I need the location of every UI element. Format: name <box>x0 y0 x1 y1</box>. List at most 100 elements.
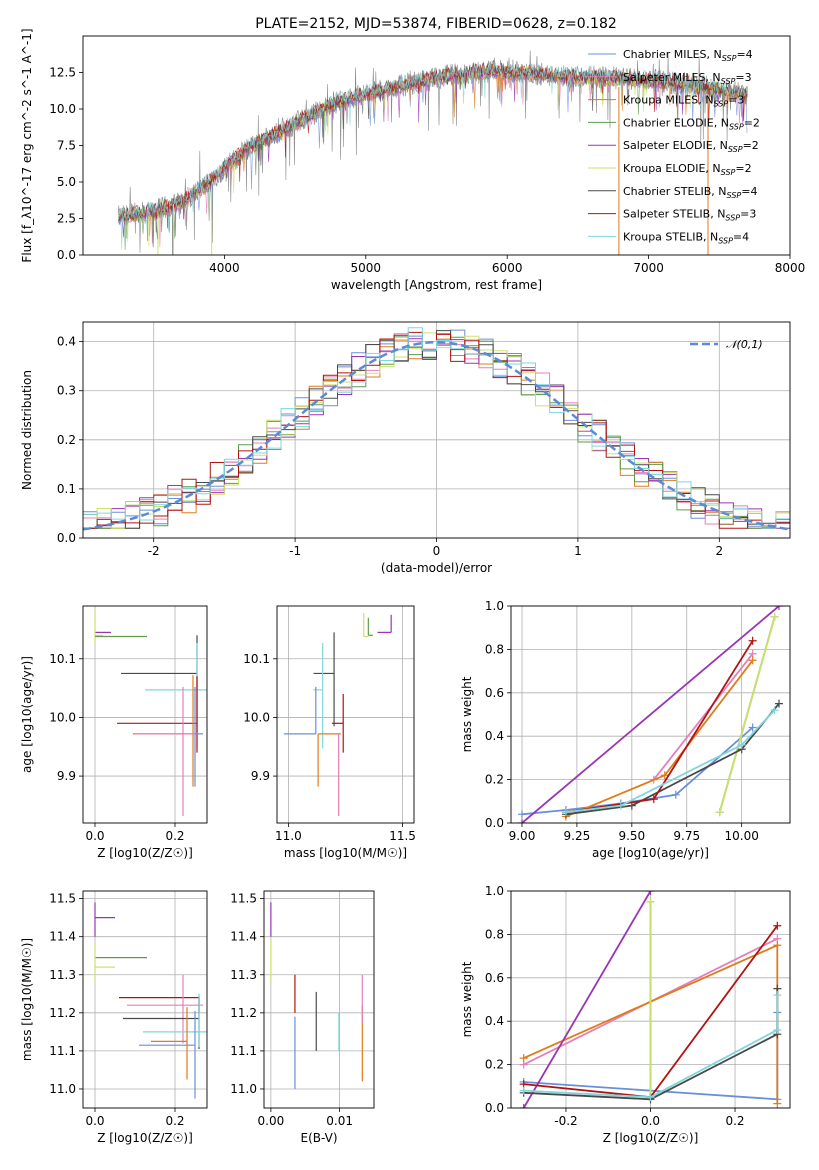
legend-label: Chabrier ELODIE, NSSP=2 <box>623 116 760 131</box>
x-tick-label: 9.25 <box>564 829 591 843</box>
x-tick-label: 6000 <box>492 261 523 275</box>
series-marker <box>519 1054 528 1063</box>
x-axis-label: E(B-V) <box>300 1131 337 1145</box>
x-tick-label: 0.0 <box>641 1114 660 1128</box>
point-salpeter-miles <box>135 686 199 816</box>
histogram-step <box>83 327 790 529</box>
plot-area <box>283 613 392 816</box>
x-axis-label: (data-model)/error <box>381 561 492 575</box>
legend-label: Salpeter MILES, NSSP=3 <box>623 71 752 86</box>
point-kroupa-elodie <box>94 611 103 645</box>
point-salpeter-stelib <box>117 676 198 753</box>
x-tick-label: 0.0 <box>85 829 104 843</box>
panel-weight_vs_Z: -0.2 0.0 0.2 0.0 0.2 0.4 0.6 0.8 1.0 Z [log10(Z/Z… <box>460 884 791 1145</box>
x-tick-label: -1 <box>289 544 301 558</box>
axes-frame <box>82 321 791 539</box>
y-tick-label: 11.2 <box>49 1006 76 1020</box>
plot-area <box>94 902 207 1099</box>
y-tick-label: 0.4 <box>485 1014 504 1028</box>
series-marker <box>773 941 782 950</box>
point-kroupa-elodie <box>363 613 369 638</box>
series-marker <box>519 1104 528 1108</box>
y-tick-label: 0.6 <box>485 686 504 700</box>
point-salpeter-miles <box>127 974 203 1044</box>
series-marker <box>773 1099 782 1108</box>
panel-residuals: -2 -1 0 1 2 0.0 0.1 0.2 0.3 0.4 (data-model)/error… <box>20 321 791 575</box>
y-tick-label: 0.2 <box>485 773 504 787</box>
x-tick-label: 0.0 <box>85 1114 104 1128</box>
series-marker <box>770 706 779 715</box>
y-axis-label: mass [log10(M/M☉)] <box>20 938 34 1061</box>
x-tick-label: 1 <box>574 544 582 558</box>
point-kroupa-miles <box>317 733 341 787</box>
series-line <box>653 653 754 781</box>
y-tick-label: 0.4 <box>485 729 504 743</box>
y-tick-label: 0.4 <box>57 335 76 349</box>
y-tick-label: 0.2 <box>485 1058 504 1072</box>
series-marker <box>748 723 757 732</box>
series-marker <box>715 808 724 817</box>
y-tick-label: 1.0 <box>485 599 504 613</box>
point-chabrier-miles <box>139 1010 196 1099</box>
y-axis-label: Flux [f_λ10^-17 erg cm^-2 s^-1 A^-1] <box>20 28 34 262</box>
y-tick-label: 11.3 <box>230 968 257 982</box>
y-tick-label: 0.3 <box>57 384 76 398</box>
y-tick-label: 11.1 <box>230 1044 257 1058</box>
y-axis-label: age [log10(age/yr)] <box>20 656 34 773</box>
axes-frame <box>276 605 415 824</box>
legend: 𝒩(0,1) <box>690 338 763 351</box>
model-spectrum-line <box>118 62 748 250</box>
y-tick-label: 10.0 <box>243 710 270 724</box>
x-tick-label: 5000 <box>351 261 382 275</box>
series-line <box>718 616 776 813</box>
x-tick-label: 9.00 <box>509 829 536 843</box>
x-tick-label: 0.2 <box>725 1114 744 1128</box>
series-marker <box>737 740 746 749</box>
y-tick-label: 0.0 <box>57 531 76 545</box>
series-marker <box>561 808 570 817</box>
y-axis-label: mass weight <box>460 676 474 752</box>
x-tick-label: 0.2 <box>165 829 184 843</box>
x-axis-label: Z [log10(Z/Z☉)] <box>97 1131 193 1145</box>
x-tick-label: 11.5 <box>389 829 416 843</box>
y-tick-label: 10.0 <box>49 710 76 724</box>
legend-label: Salpeter ELODIE, NSSP=2 <box>623 139 759 154</box>
axes-frame <box>510 605 791 824</box>
series-line <box>522 891 652 1108</box>
x-tick-label: 9.75 <box>673 829 700 843</box>
x-tick-label: 0.00 <box>258 1114 285 1128</box>
x-tick-label: 8000 <box>775 261 806 275</box>
y-tick-label: 11.1 <box>49 1044 76 1058</box>
series-marker <box>646 891 655 895</box>
point-chabrier-elodie <box>367 617 373 636</box>
axes-frame <box>263 890 375 1109</box>
y-tick-label: 0.0 <box>485 816 504 830</box>
x-axis-label: mass [log10(M/M☉)] <box>284 846 407 860</box>
y-tick-label: 0.1 <box>57 482 76 496</box>
panel-age_vs_Z: 0.0 0.2 9.9 10.0 10.1 Z [log10(Z/Z☉)] age [log… <box>20 605 208 860</box>
plot-area <box>270 902 363 1089</box>
point-kroupa-miles <box>151 1007 188 1080</box>
series-marker <box>775 606 784 610</box>
plot-area <box>94 611 207 816</box>
series-marker <box>649 795 658 804</box>
y-tick-label: 11.2 <box>230 1006 257 1020</box>
y-tick-label: 0.0 <box>485 1101 504 1115</box>
y-tick-label: 11.5 <box>230 892 257 906</box>
legend-label: Chabrier MILES, NSSP=4 <box>623 48 753 63</box>
legend-label: Kroupa STELIB, NSSP=4 <box>623 230 749 245</box>
panel-spectrum: 4000 5000 6000 7000 8000 0.0 2.5 5.0 7.5 10.0 12.5… <box>20 28 805 292</box>
x-axis-label: Z [log10(Z/Z☉)] <box>603 1131 699 1145</box>
axes-frame <box>82 35 791 256</box>
panel-weight_vs_age: 9.00 9.25 9.50 9.75 10.00 0.0 0.2 0.4 0.6 0.8 1.0 a… <box>460 599 791 860</box>
series-marker <box>519 1086 528 1095</box>
legend-label: Salpeter STELIB, NSSP=3 <box>623 208 756 223</box>
panel-mass_vs_Z: 0.0 0.2 11.0 11.1 11.2 11.3 11.4 11.5 Z [log10(Z… <box>20 890 208 1145</box>
series-marker <box>616 801 625 810</box>
x-tick-label: 4000 <box>209 261 240 275</box>
series-line <box>521 606 780 823</box>
point-salpeter-elodie <box>377 614 392 633</box>
point-kroupa-elodie <box>94 944 115 983</box>
point-kroupa-miles <box>133 675 194 787</box>
series-marker <box>646 1093 655 1102</box>
